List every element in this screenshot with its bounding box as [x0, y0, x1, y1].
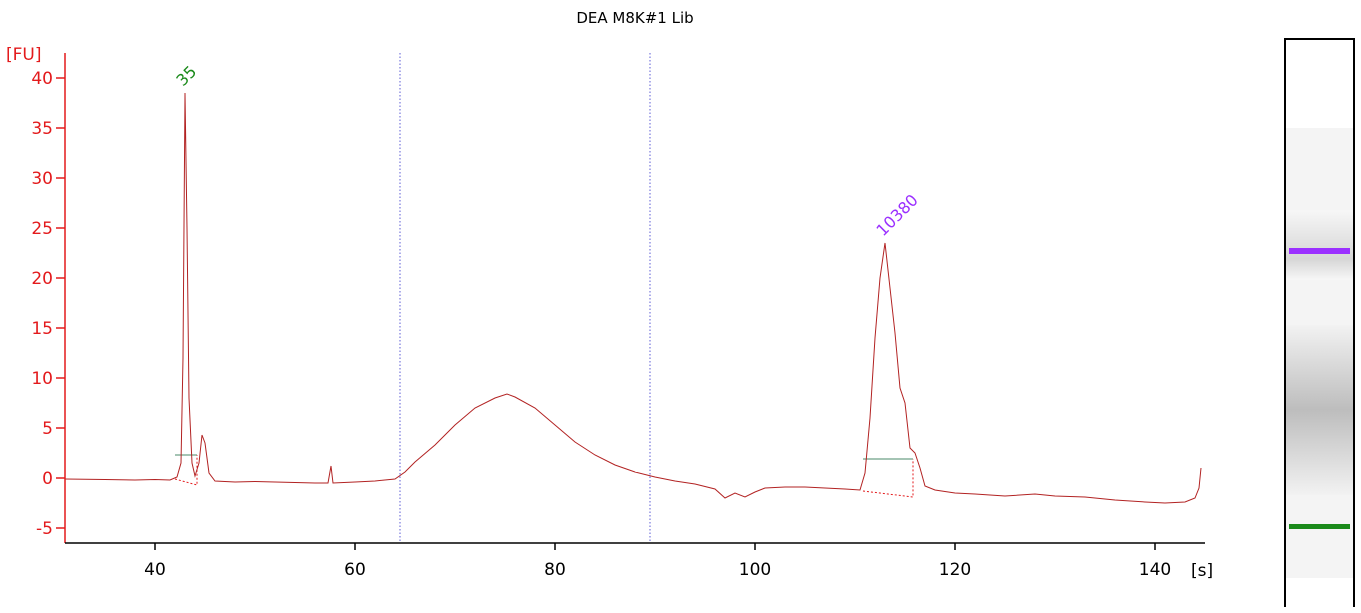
x-tick-label-60: 60	[344, 560, 366, 580]
gel-upper-smear	[1286, 210, 1353, 280]
electropherogram: 35 10380 -5 0 5 10 15 20 25 30 35 40 40 60 80 100 120 14…	[6, 45, 1213, 581]
gel-band-upper	[1289, 248, 1350, 254]
y-tick-label-40: 40	[31, 69, 53, 89]
y-tick-label-0: 0	[42, 469, 53, 489]
y-tick-label-15: 15	[31, 319, 53, 339]
y-tick-label-20: 20	[31, 269, 53, 289]
gel-smear	[1286, 325, 1353, 495]
x-tick-label-140: 140	[1139, 560, 1171, 580]
gel-lane	[1284, 38, 1355, 607]
y-tick-label-30: 30	[31, 169, 53, 189]
y-tick-label--5: -5	[36, 519, 53, 539]
chart-title: DEA M8K#1 Lib	[576, 9, 694, 27]
peak-label-1: 10380	[872, 190, 921, 239]
trace-line-0	[64, 92, 1202, 504]
x-tick-label-120: 120	[939, 560, 971, 580]
y-tick-label-10: 10	[31, 369, 53, 389]
y-tick-label-25: 25	[31, 219, 53, 239]
axes: -5 0 5 10 15 20 25 30 35 40 40 60 80 100 120 140 [FU] [s]	[6, 45, 1213, 581]
y-tick-label-35: 35	[31, 119, 53, 139]
peak-floor-1	[862, 459, 914, 498]
y-tick-label-5: 5	[42, 419, 53, 439]
plot-area: 35 10380	[64, 53, 1202, 543]
peak-label-0: 35	[172, 62, 200, 90]
gel-band-lower	[1289, 524, 1350, 529]
x-tick-label-80: 80	[544, 560, 566, 580]
y-axis-label: [FU]	[6, 45, 42, 65]
x-tick-label-40: 40	[144, 560, 166, 580]
x-tick-label-100: 100	[739, 560, 771, 580]
x-axis-label: [s]	[1191, 561, 1213, 581]
